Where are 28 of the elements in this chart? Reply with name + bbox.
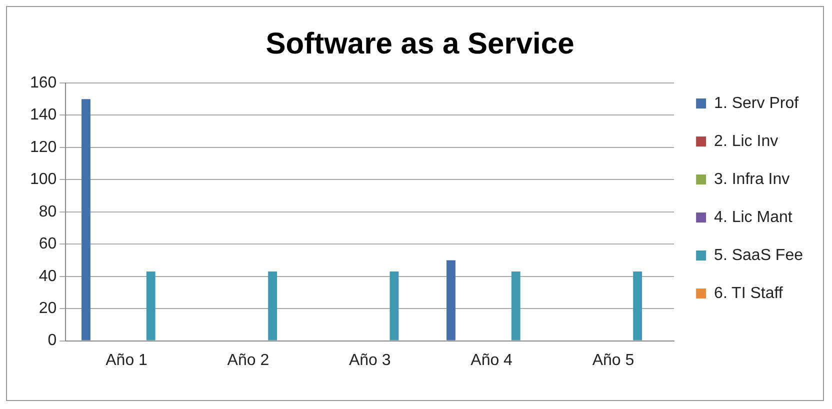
y-tick-label: 60 — [38, 236, 57, 253]
y-tick-label: 100 — [30, 171, 57, 188]
y-tick-label: 80 — [38, 203, 57, 220]
y-tick-label: 140 — [30, 106, 57, 124]
x-tick-label: Año 2 — [227, 352, 270, 369]
y-tick-label: 0 — [48, 332, 57, 350]
y-tick-label: 160 — [30, 74, 57, 92]
bar — [268, 272, 277, 340]
bar — [511, 272, 520, 340]
bar — [146, 272, 156, 340]
legend-label: 3. Infra Inv — [714, 170, 790, 188]
x-tick-label: Año 1 — [106, 352, 148, 369]
legend-label: 4. Lic Mant — [714, 208, 793, 226]
bar — [446, 260, 456, 340]
legend-label: 6. TI Staff — [714, 284, 784, 302]
x-tick-label: Año 3 — [348, 352, 391, 369]
x-tick-label: Año 5 — [592, 352, 634, 369]
y-tick-label: 120 — [30, 138, 57, 156]
y-tick-label: 20 — [38, 300, 57, 317]
chart-title: Software as a Service — [266, 27, 574, 60]
legend-label: 5. SaaS Fee — [714, 246, 804, 264]
bar — [390, 272, 399, 340]
legend-label: 1. Serv Prof — [714, 94, 800, 112]
legend-label: 2. Lic Inv — [714, 132, 778, 150]
x-tick-label: Año 4 — [470, 352, 513, 369]
bar — [633, 272, 642, 340]
y-tick-label: 40 — [38, 268, 57, 285]
bar — [82, 99, 90, 340]
